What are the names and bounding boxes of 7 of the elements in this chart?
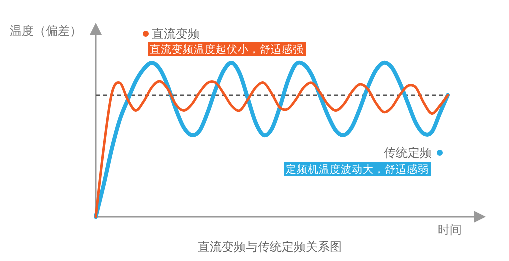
x-axis-title: 时间 — [438, 223, 462, 237]
series-label: 传统定频 — [384, 146, 432, 160]
annotation: 定频机温度波动大，舒适感弱 — [286, 163, 429, 176]
legend-label: 直流变频 — [152, 27, 200, 41]
text: 直流变频与传统定频关系图 — [198, 240, 342, 254]
y-axis-title: 温度（偏差） — [10, 24, 82, 38]
text: 直流变频温度起伏小，舒适感强 — [150, 43, 304, 56]
